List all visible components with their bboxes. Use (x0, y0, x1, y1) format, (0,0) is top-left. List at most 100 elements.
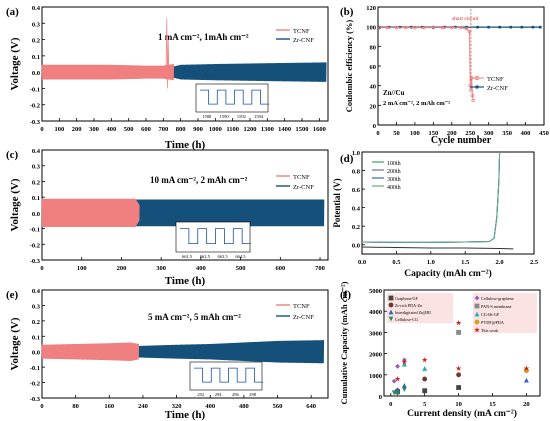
y-tick-label: 2000 (369, 352, 382, 359)
inset-tick-label: 292 (197, 392, 204, 397)
legend-marker (475, 85, 479, 89)
y-tick-label: -0.1 (30, 365, 40, 372)
series-layer (378, 8, 542, 103)
y-tick-label: -0.3 (30, 119, 41, 126)
x-tick-label: 400 (521, 130, 531, 137)
legend-entry: Zr-CNF (293, 184, 314, 191)
inset-curve (194, 367, 264, 383)
x-tick-label: 350 (502, 130, 512, 137)
x-tick-label: 1400 (278, 126, 291, 133)
inset-plot: 661.5 662.5 663.5 664.5 (175, 221, 252, 259)
y-tick-label: 3000 (369, 330, 382, 337)
data-point-this-work (455, 365, 462, 371)
legend-entry: PVDF@PDA (481, 320, 504, 325)
legend-box-right (473, 293, 537, 333)
x-tick-label: 1200 (244, 126, 257, 133)
legend-entry: This work (481, 328, 499, 333)
x-axis-label: Capacity (mAh cm⁻²) (404, 268, 492, 279)
data-point-this-work (523, 365, 530, 371)
y-tick-label: 0 (379, 394, 382, 401)
y-axis-label: Voltage (V) (9, 317, 21, 370)
x-tick-label: 0 (389, 401, 392, 408)
legend: TCNF Zr-CNF (276, 303, 314, 321)
x-tick-label: 700 (158, 126, 168, 133)
inset-tick-label: 296 (232, 392, 240, 397)
plot-frame (377, 6, 545, 126)
legend-entry: 400th (387, 185, 401, 191)
y-tick-label: 100 (366, 25, 376, 32)
x-axis-label: Cycle number (431, 135, 492, 146)
x-tick-label: 400 (196, 265, 206, 272)
data-point-tcnf (470, 93, 475, 98)
inset-curve (180, 228, 252, 244)
inset-tick-label: 1592 (237, 114, 246, 119)
y-tick-labels: 0.0 0.2 0.4 0.6 0.8 1.0 (352, 150, 365, 250)
inset-tick-label: 294 (215, 392, 223, 397)
y-tick-label: 0.4 (32, 288, 41, 295)
x-tick-label: 480 (239, 403, 249, 410)
legend-entry: 100th (387, 161, 401, 167)
x-tick-label: 1600 (313, 126, 326, 133)
panel-label: (d) (340, 153, 354, 165)
y-tick-label: 5000 (369, 288, 382, 295)
legend: TCNF Zr-CNF (276, 174, 314, 191)
x-tick-label: 600 (275, 265, 285, 272)
inset-frame (189, 361, 263, 391)
legend-entry: 200th (387, 169, 401, 175)
data-point-zr-cnf (498, 25, 502, 29)
data-point-zr-rich-pda-zn (456, 372, 462, 378)
x-tick-label: 250 (465, 130, 475, 137)
data-point-cg-66-gf (401, 361, 407, 367)
data-point-pan-s-membrane (456, 330, 462, 335)
data-point-tcnf (450, 25, 454, 30)
panel-f: (f) Current density (mA cm⁻²) Cumulative… (339, 281, 541, 419)
x-tick-label: 2.5 (530, 259, 539, 266)
x-tick-label: 240 (138, 403, 148, 410)
x-tick-labels: 0 100 200 300 400 500 600 700 800 900 1000 1100 1200… (40, 118, 326, 133)
legend-entry: Graphene/GF (395, 296, 418, 301)
y-tick-label: -0.1 (30, 227, 40, 234)
y-tick-label: 60 (370, 64, 377, 71)
x-tick-label: 0 (40, 265, 43, 272)
x-tick-label: 450 (539, 130, 549, 137)
y-tick-label: -0.2 (30, 103, 40, 110)
series-layer (41, 18, 327, 89)
x-tick-label: 800 (176, 126, 186, 133)
y-tick-labels: 0 20 40 60 80 100 120 (366, 5, 381, 130)
legend-entry: TCNF (293, 28, 310, 35)
inset-tick-label: 661.5 (182, 254, 193, 259)
inset-tick-label: 664.5 (235, 254, 246, 259)
inset-plot: 292 294 296 298 (189, 361, 264, 397)
data-point-cg-66-gf (422, 366, 428, 371)
legend-marker (474, 311, 480, 317)
data-point-interdigitated-zn-hii (524, 377, 529, 383)
y-tick-label: 20 (370, 103, 377, 110)
data-point-this-work (394, 376, 401, 382)
data-point-tcnf (459, 25, 463, 30)
x-tick-label: 900 (193, 126, 203, 133)
data-point-tcnf (471, 98, 475, 103)
plot-frame (41, 289, 329, 399)
y-tick-label: 0.2 (352, 224, 360, 231)
spike-mark (165, 18, 170, 89)
y-tick-label: 4000 (369, 309, 382, 316)
data-point-interdigitated-zn-hii (395, 387, 400, 393)
x-tick-label: 150 (428, 130, 438, 137)
x-axis-label: Time (h) (165, 139, 206, 151)
legend-entry: CG-66-GF (481, 312, 500, 317)
y-axis-label: Cumulative Capacity (mAh cm⁻²) (339, 281, 349, 404)
inset-tick-label: 1588 (202, 114, 212, 119)
legend: TCNF Zr-CNF (276, 28, 314, 44)
data-point-tcnf (385, 25, 389, 30)
x-tick-label: 0.0 (358, 259, 366, 266)
series-layer (41, 340, 325, 364)
cell-label: Zn//Cu (383, 89, 405, 97)
inset-tick-label: 1594 (254, 114, 264, 119)
inset-tick-label: 298 (249, 392, 257, 397)
x-tick-label: 50 (393, 130, 400, 137)
legend-entry: Zr-CNF (293, 37, 314, 44)
inset-frame (195, 83, 269, 113)
y-tick-label: 0.0 (32, 211, 40, 218)
data-point-tcnf (378, 25, 382, 30)
